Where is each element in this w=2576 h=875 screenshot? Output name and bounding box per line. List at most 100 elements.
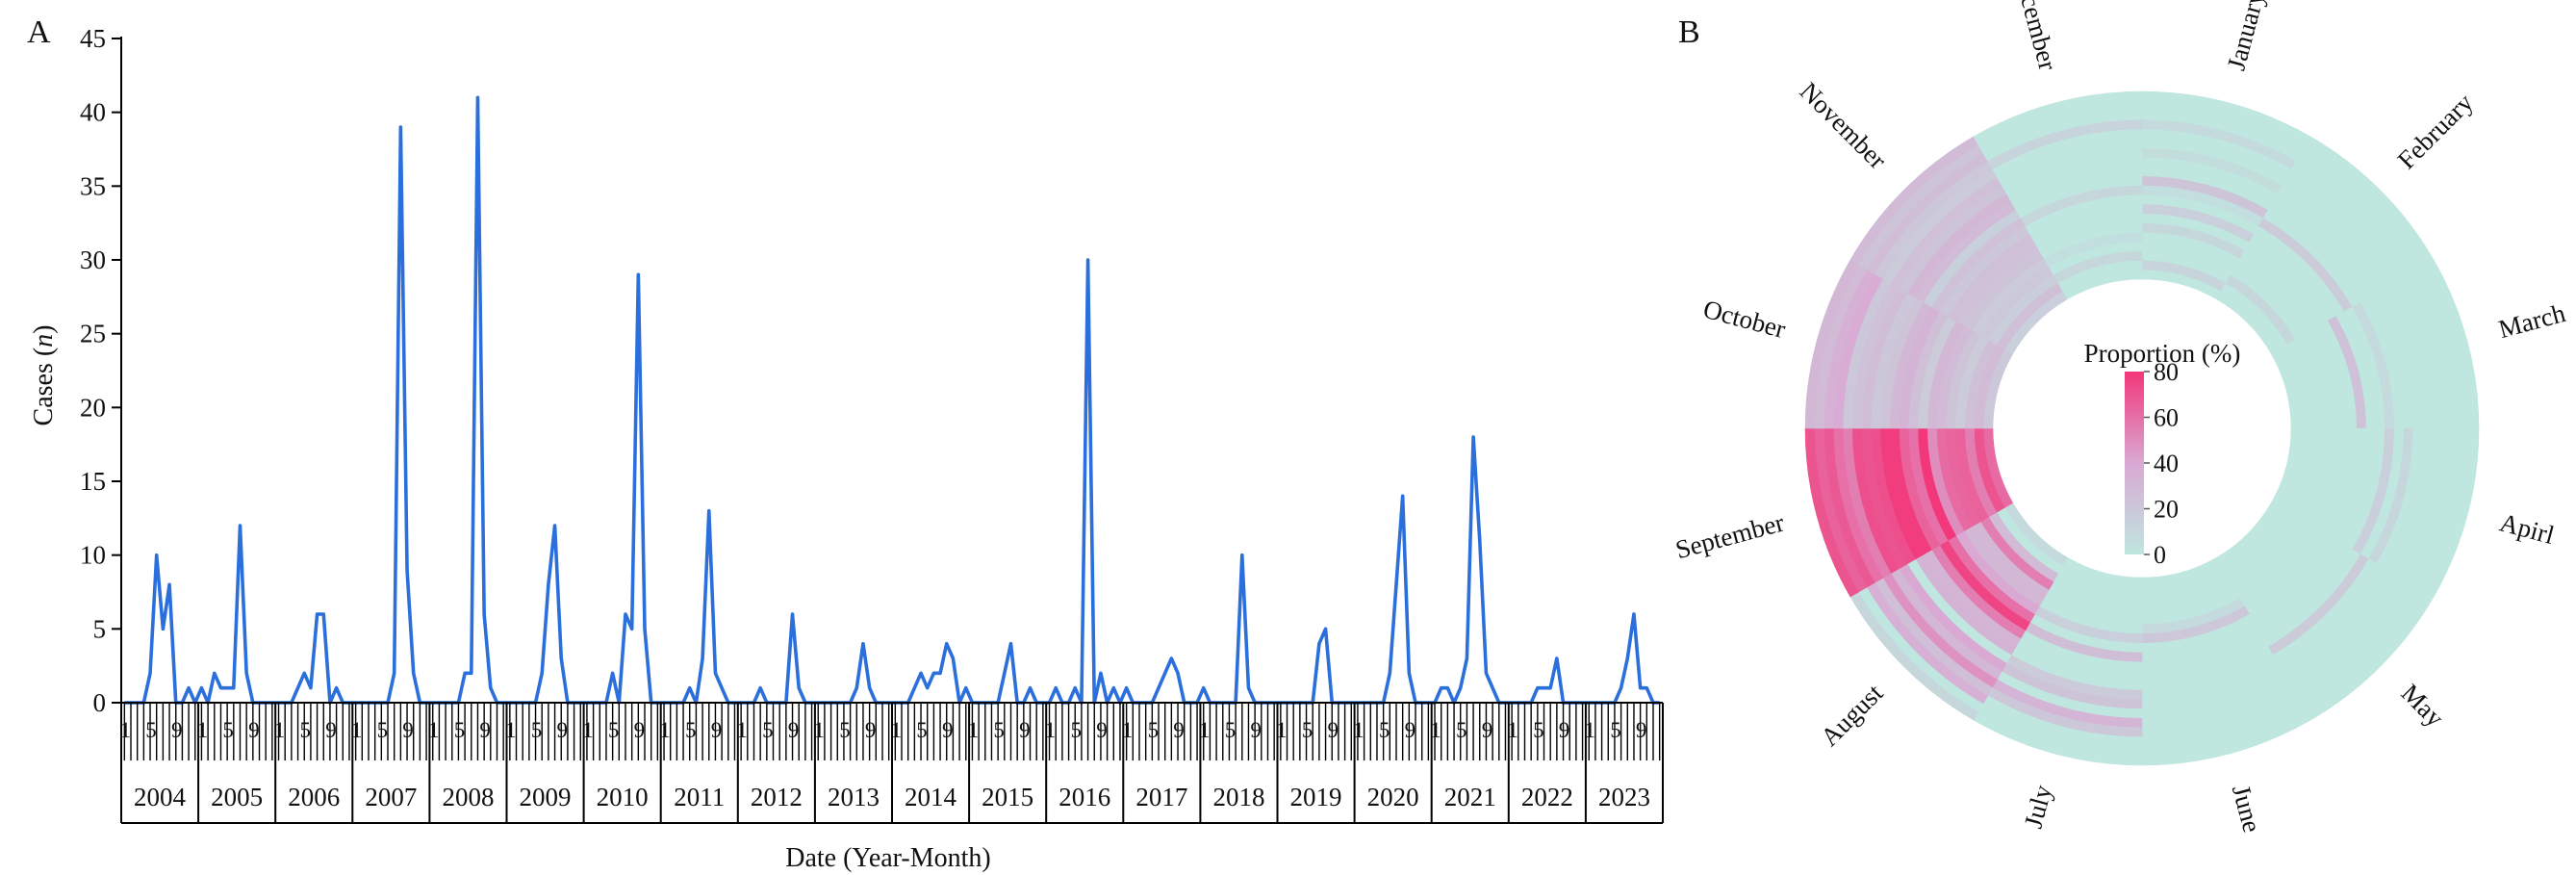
month-tick-label: 1	[1507, 718, 1518, 742]
legend-tick-label: 80	[2154, 358, 2179, 386]
y-tick-label: 10	[80, 541, 106, 570]
month-tick-label: 5	[1070, 718, 1082, 742]
y-tick-label: 0	[93, 688, 107, 717]
month-tick-label: 1	[428, 718, 440, 742]
month-tick-label: 1	[891, 718, 903, 742]
year-label: 2006	[288, 783, 340, 811]
year-label: 2023	[1598, 783, 1650, 811]
heat-cell	[1973, 90, 2143, 145]
month-label: June	[2227, 782, 2267, 836]
month-tick-label: 1	[736, 718, 748, 742]
month-tick-label: 1	[968, 718, 980, 742]
month-label: November	[1795, 77, 1893, 175]
month-tick-label: 9	[1636, 718, 1647, 742]
month-tick-label: 1	[1584, 718, 1595, 742]
month-label: Apirl	[2497, 507, 2558, 550]
month-label: May	[2396, 679, 2451, 733]
month-tick-label: 5	[1225, 718, 1237, 742]
panel-label-b: B	[1678, 14, 1700, 50]
month-label: February	[2392, 88, 2479, 174]
month-tick-label: 9	[479, 718, 491, 742]
year-label: 2009	[520, 783, 572, 811]
year-label: 2011	[674, 783, 725, 811]
month-label: January	[2221, 0, 2270, 73]
year-label: 2013	[828, 783, 880, 811]
month-label: March	[2495, 298, 2568, 344]
month-tick-label: 9	[788, 718, 800, 742]
month-label: August	[1815, 678, 1889, 752]
month-tick-label: 5	[454, 718, 466, 742]
y-tick-label: 30	[80, 245, 106, 274]
month-tick-label: 5	[299, 718, 311, 742]
month-tick-label: 9	[325, 718, 337, 742]
month-tick-label: 1	[659, 718, 671, 742]
month-tick-label: 5	[222, 718, 234, 742]
y-tick-label: 35	[80, 171, 106, 200]
year-label: 2021	[1444, 783, 1496, 811]
month-label: September	[1672, 507, 1787, 564]
month-tick-label: 9	[1405, 718, 1416, 742]
month-tick-label: 5	[685, 718, 697, 742]
month-tick-label: 1	[505, 718, 517, 742]
cases-line	[124, 95, 1660, 705]
month-tick-label: 1	[813, 718, 825, 742]
month-tick-label: 5	[839, 718, 851, 742]
month-tick-label: 5	[531, 718, 543, 742]
month-tick-label: 1	[351, 718, 363, 742]
legend-tick-label: 40	[2154, 450, 2179, 477]
year-label: 2014	[905, 783, 957, 811]
month-tick-label: 1	[274, 718, 286, 742]
month-label: December	[2007, 0, 2063, 73]
y-tick-label: 20	[80, 393, 106, 422]
year-label: 2018	[1212, 783, 1264, 811]
legend-title: Proportion (%)	[2084, 339, 2241, 368]
month-tick-label: 9	[1250, 718, 1262, 742]
year-label: 2016	[1058, 783, 1110, 811]
year-label: 2012	[751, 783, 803, 811]
month-tick-label: 1	[197, 718, 209, 742]
month-tick-label: 1	[1199, 718, 1211, 742]
month-tick-label: 1	[1353, 718, 1365, 742]
year-label: 2004	[134, 783, 187, 811]
month-label: October	[1700, 295, 1789, 344]
year-label: 2010	[597, 783, 649, 811]
year-label: 2015	[982, 783, 1033, 811]
month-tick-label: 9	[556, 718, 568, 742]
year-label: 2007	[365, 783, 417, 811]
year-label: 2020	[1367, 783, 1419, 811]
month-tick-label: 9	[865, 718, 877, 742]
month-tick-label: 5	[1379, 718, 1390, 742]
y-tick-label: 45	[80, 24, 106, 53]
year-label: 2019	[1290, 783, 1342, 811]
month-tick-label: 5	[377, 718, 389, 742]
legend-tick-label: 0	[2154, 541, 2166, 569]
month-tick-label: 9	[171, 718, 183, 742]
year-label: 2008	[442, 783, 494, 811]
month-tick-label: 5	[762, 718, 774, 742]
month-tick-label: 1	[1122, 718, 1134, 742]
panel-b-circular-heatmap: January February March Apirl May June July Augu…	[1672, 0, 2569, 836]
month-tick-label: 1	[582, 718, 594, 742]
ring-heatmap-layer	[1804, 90, 2480, 766]
y-axis: 0 5 10 15 20 25 30 35 40 45	[80, 24, 122, 717]
y-tick-label: 25	[80, 320, 106, 348]
month-tick-label: 5	[145, 718, 157, 742]
month-tick-label: 9	[711, 718, 723, 742]
color-legend: Proportion (%) 0 20 40 60 80	[2084, 339, 2241, 569]
year-label: 2022	[1521, 783, 1573, 811]
legend-colorbar	[2125, 372, 2144, 554]
month-tick-label: 1	[1430, 718, 1441, 742]
y-tick-label: 5	[93, 614, 107, 643]
month-tick-label: 5	[1610, 718, 1621, 742]
month-tick-label: 9	[402, 718, 414, 742]
month-label: July	[2019, 782, 2058, 832]
panel-label-a: A	[27, 14, 51, 50]
month-tick-label: 9	[1019, 718, 1031, 742]
legend-tick-label: 60	[2154, 404, 2179, 432]
month-tick-label: 5	[916, 718, 928, 742]
legend-tick-label: 20	[2154, 496, 2179, 524]
month-tick-label: 5	[1148, 718, 1160, 742]
month-tick-label: 9	[1559, 718, 1570, 742]
month-tick-label: 1	[1045, 718, 1057, 742]
